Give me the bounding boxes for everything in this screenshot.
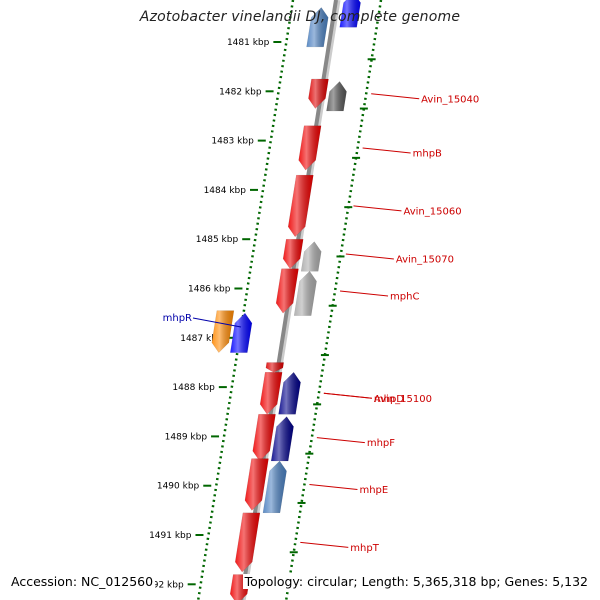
gene-arrow-shading [276,268,299,314]
accession-label: Accession: NC_012560 [9,574,156,589]
inner-ruler-ring [196,0,295,600]
ruler-label: 1492 kbp [141,580,184,590]
topology-text: Topology: circular; Length: 5,365,318 bp… [242,574,590,589]
gene-arrow-shading [283,239,304,269]
gene-arrow-shading [260,372,283,415]
outer-ruler-ring [284,0,383,600]
gene-arrow-shading [294,271,317,316]
label-leader-line [309,483,358,490]
ruler-label: 1482 kbp [219,87,262,97]
gene-arrow-shading [265,362,284,373]
ruler-label: 1486 kbp [188,285,231,295]
gene-label: mhpB [413,148,442,159]
gene-arrow-shading [230,313,252,353]
gene-arrow-shading [211,310,234,353]
label-leader-line [316,437,365,444]
ruler-label: 1481 kbp [227,38,270,48]
gene-arrow-shading [235,512,260,572]
gene-arrow-shading [298,125,322,171]
ruler-label: 1485 kbp [196,235,239,245]
ruler-label: 1489 kbp [165,432,208,442]
label-leader-line [362,147,411,154]
ruler-label: 1491 kbp [149,531,192,541]
accession-text: Accession: NC_012560 [9,574,156,589]
label-leader-line [353,205,402,212]
ruler-label: 1483 kbp [211,137,254,147]
gene-arrow-shading [339,0,361,28]
gene-label: mhpE [359,485,388,496]
label-leader-line [339,290,389,297]
gene-label: Avin_15070 [396,254,454,265]
gene-arrow-shading [244,458,269,511]
ruler-label: 1490 kbp [157,482,200,492]
map-title: Azotobacter vinelandii DJ, complete geno… [139,9,461,25]
label-leader-line [300,541,349,548]
gene-arrow-shading [262,461,287,513]
ruler-rings [196,0,383,600]
gene-arrow-shading [326,81,347,112]
gene-label: Avin_15100 [374,394,432,405]
gene-label: Avin_15040 [421,94,479,105]
gene-arrow-shading [252,414,276,462]
label-leader-line [371,93,420,100]
gene-label: mhpT [350,543,379,554]
ruler-label: 1484 kbp [204,186,247,196]
ruler-label: 1487 kbp [180,334,223,344]
gene-label: mhpR [163,313,192,324]
label-leader-line [323,392,372,399]
gene-label: Avin_15060 [403,206,461,217]
ruler-ticks: 1481 kbp 1482 kbp 1483 kbp 1484 kbp 1485 kbp… [141,38,376,590]
topology-label: Topology: circular; Length: 5,365,318 bp… [242,574,590,589]
gene-arrow-shading [308,78,329,109]
gene-label: mhpF [367,438,395,449]
gene-arrow-shading [288,175,314,237]
gene-arrow-shading [278,372,301,415]
gene-arrow-shading [306,7,329,47]
label-leader-line [192,317,242,328]
ruler-label: 1488 kbp [172,383,215,393]
gene-label: mphC [390,291,419,302]
label-leader-line [345,253,394,260]
gene-features [211,0,361,600]
gene-label: mhpD [374,394,404,405]
gene-arrow-shading [271,416,294,462]
gene-labels: Avin_15040 mhpB Avin_15060 Avin_15070 mphC mh… [163,93,479,554]
gene-arrow-shading [301,241,322,272]
